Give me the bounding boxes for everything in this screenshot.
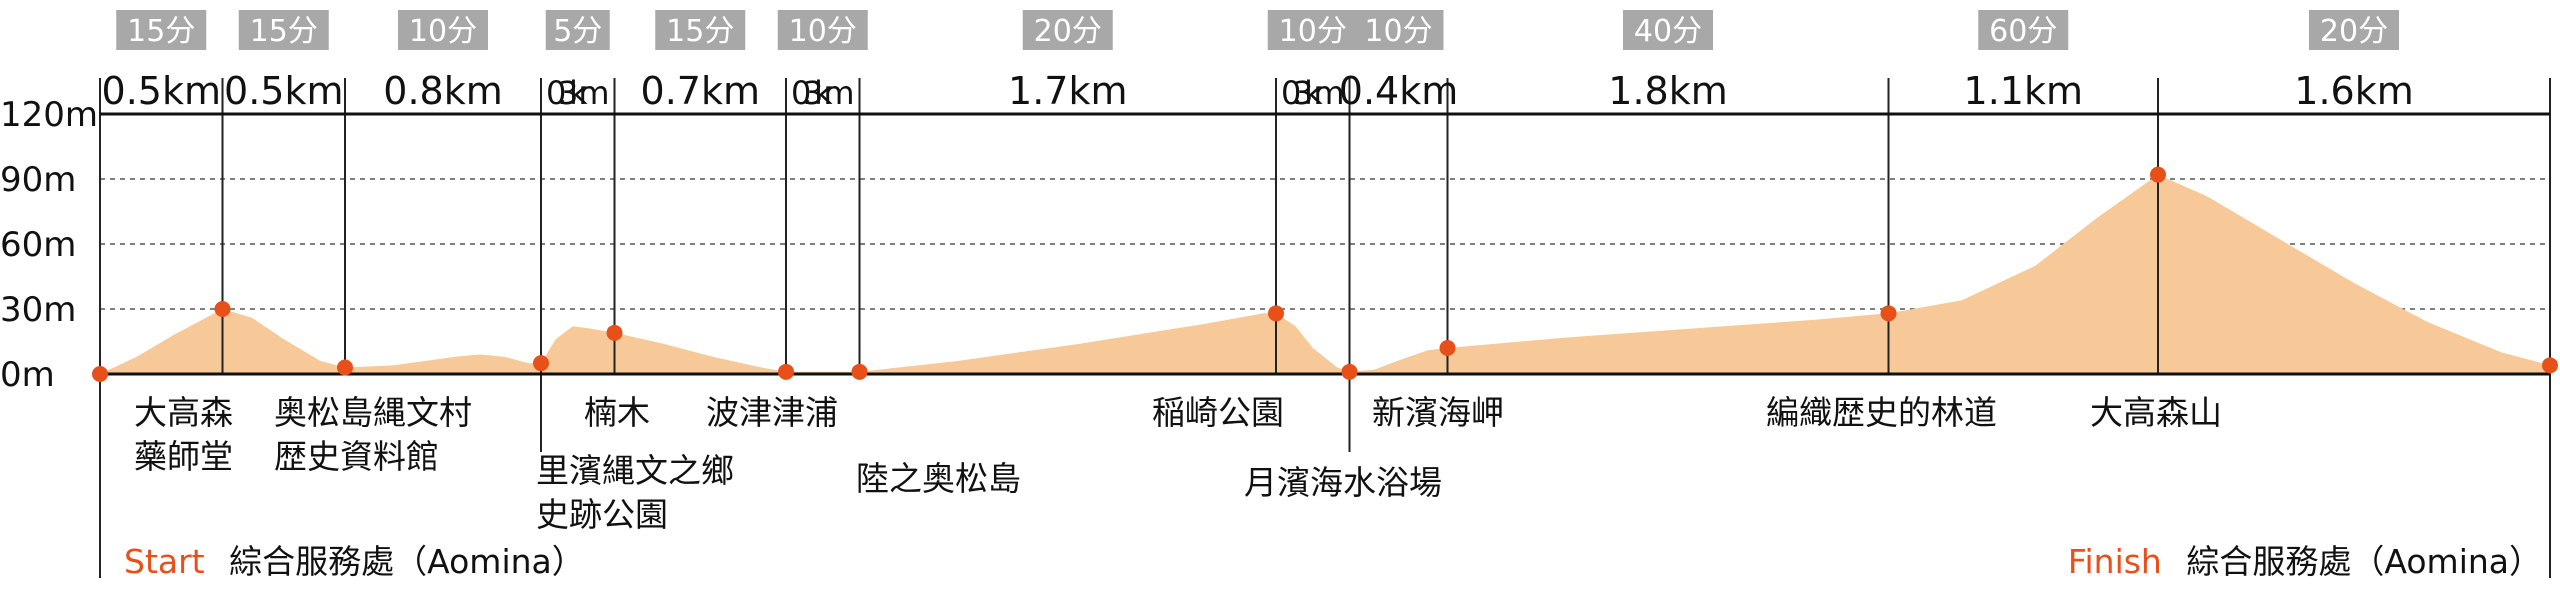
time-badge-label: 15分: [127, 14, 195, 49]
distance-label: 0.5km: [102, 69, 221, 113]
time-badge-label: 10分: [789, 14, 857, 49]
y-tick-label: 30m: [0, 290, 76, 330]
time-badge: [116, 10, 207, 50]
place-label: 編織歴史的林道: [1766, 393, 1997, 432]
place-label: 大高森山: [2090, 393, 2222, 432]
place-label: 陸之奥松島: [856, 459, 1021, 498]
stop-marker: [533, 355, 549, 372]
finish-label: Finish 綜合服務處（Aomina）: [2068, 542, 2542, 581]
place-label: 歴史資料館: [274, 437, 439, 476]
stop-marker: [1880, 305, 1897, 322]
elevation-area-shape: [100, 174, 2550, 374]
distance-label: 0.3km: [791, 74, 855, 112]
svg-text:Finish 綜合服務處（Aomina）: Finish 綜合服務處（Aomina）: [2068, 542, 2542, 581]
place-label: 奥松島縄文村: [274, 393, 472, 432]
place-label: 里濱縄文之鄉: [536, 451, 734, 490]
stop-marker: [92, 366, 108, 382]
time-badge: [238, 10, 329, 50]
finish-accent: Finish: [2068, 542, 2162, 581]
time-badge-label: 10分: [409, 14, 477, 49]
time-badge: [1623, 10, 1713, 50]
distance-label: 0.8km: [383, 69, 502, 113]
distance-label: 0.3km: [546, 74, 610, 112]
y-tick-label: 120m: [0, 95, 98, 135]
place-label: 藥師堂: [134, 437, 233, 476]
distance-label: 0.7km: [641, 69, 760, 113]
time-badge-label: 20分: [1034, 14, 1102, 49]
stop-marker: [778, 363, 794, 380]
place-label: 稲崎公園: [1152, 393, 1284, 432]
time-badge: [1022, 10, 1113, 50]
time-badge: [1267, 10, 1358, 50]
start-name: 綜合服務處（Aomina）: [229, 542, 585, 581]
finish-name: 綜合服務處（Aomina）: [2186, 542, 2542, 581]
time-badge: [2309, 10, 2399, 50]
y-tick-labels: 0m 30m 60m 90m 120m: [0, 95, 98, 395]
time-badge-label: 10分: [1279, 14, 1347, 49]
place-label: 楠木: [584, 393, 650, 432]
place-label: 波津津浦: [706, 393, 838, 432]
time-badge-label: 15分: [250, 14, 318, 49]
time-badge: [777, 10, 868, 50]
time-badge-label: 10分: [1364, 14, 1432, 49]
distance-label: 1.1km: [1964, 69, 2083, 113]
axes: [100, 112, 2550, 376]
y-tick-label: 90m: [0, 160, 76, 200]
start-accent: Start: [124, 542, 205, 581]
time-badge: [655, 10, 746, 50]
start-label: Start 綜合服務處（Aomina）: [124, 542, 585, 581]
stop-marker: [1268, 305, 1284, 322]
stop-marker: [1341, 363, 1358, 380]
stop-marker: [214, 301, 231, 317]
distance-label: 1.8km: [1608, 69, 1727, 113]
stop-marker: [851, 363, 868, 380]
elevation-area: [100, 174, 2550, 374]
y-tick-label: 0m: [0, 355, 55, 395]
time-badge-label: 5分: [553, 14, 602, 49]
distance-label: 1.7km: [1008, 69, 1127, 113]
time-badge-label: 40分: [1634, 14, 1702, 49]
stop-marker: [606, 324, 623, 341]
time-badge-label: 15分: [666, 14, 734, 49]
stop-marker: [2150, 166, 2166, 183]
time-badges: 15分 15分 10分 5分 15分 10分 20分 10分 10分 40分 60分 20分: [116, 10, 2399, 50]
stop-lines: [99, 78, 2551, 578]
stop-markers: [92, 166, 2558, 382]
place-label: 新濱海岬: [1372, 393, 1504, 432]
stop-marker: [2542, 357, 2558, 374]
time-badge: [1353, 10, 1444, 50]
time-badge-label: 60分: [1989, 14, 2057, 49]
distance-label: 0.5km: [224, 69, 343, 113]
time-badge: [398, 10, 488, 50]
place-label: 月濱海水浴場: [1244, 463, 1442, 502]
place-label: 史跡公園: [536, 495, 668, 534]
time-badge: [545, 10, 610, 50]
time-badge: [1978, 10, 2069, 50]
stop-marker: [337, 359, 353, 376]
svg-text:Start 綜合服務處（Aomina）: Start 綜合服務處（Aomina）: [124, 542, 585, 581]
distance-label: 0.4km: [1339, 69, 1458, 113]
time-badge-label: 20分: [2320, 14, 2388, 49]
place-label: 大高森: [134, 393, 233, 432]
y-tick-label: 60m: [0, 225, 76, 265]
distance-label: 0.3km: [1281, 74, 1345, 112]
distance-labels: 0.5km 0.5km 0.8km 0.3km 0.7km 0.3km 1.7km 0.3km…: [102, 69, 2414, 113]
stop-marker: [1439, 340, 1456, 356]
distance-label: 1.6km: [2294, 69, 2413, 113]
